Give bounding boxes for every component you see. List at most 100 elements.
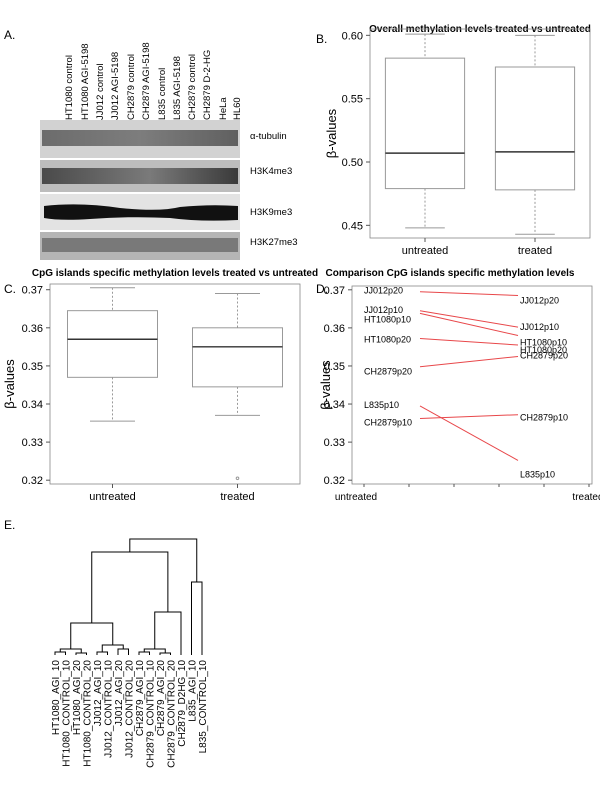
x-tick-label: untreated bbox=[89, 491, 135, 503]
plot-frame bbox=[49, 283, 301, 485]
leaf-label: CH2879_D2HG_10 bbox=[177, 660, 188, 747]
y-tick-label: 0.34 bbox=[22, 399, 43, 411]
chart-cpg-comparison: Comparison CpG islands specific methylat… bbox=[318, 268, 600, 503]
y-tick-label: 0.36 bbox=[324, 323, 345, 335]
lane-label: JJ012 control bbox=[95, 63, 106, 120]
panel-label-b: B. bbox=[316, 32, 328, 46]
chart-cpg-boxplot: CpG islands specific methylation levels … bbox=[2, 268, 318, 503]
panel-label-e: E. bbox=[4, 518, 16, 532]
lane-label: HL60 bbox=[232, 97, 243, 120]
band-label: H3K4me3 bbox=[250, 166, 293, 177]
y-tick-label: 0.33 bbox=[324, 437, 345, 449]
leaf-label: JJ012_AGI_20 bbox=[114, 660, 125, 727]
dendrogram-branch bbox=[191, 581, 203, 655]
x-tick-label: untreated bbox=[335, 492, 377, 503]
dendrogram-branch bbox=[75, 652, 87, 655]
series-label-right: JJ012p20 bbox=[520, 296, 559, 306]
lane-label: L835 control bbox=[157, 67, 168, 120]
y-tick-label: 0.60 bbox=[342, 30, 363, 42]
x-tick-label: treated bbox=[572, 492, 600, 503]
chart-overall-methylation: Overall methylation levels treated vs un… bbox=[324, 24, 591, 257]
leaf-label: HT1080_AGI_10 bbox=[51, 660, 62, 735]
chart-title: CpG islands specific methylation levels … bbox=[32, 268, 318, 279]
leaf-label: CH2879_AGI_20 bbox=[156, 660, 167, 737]
series-label-left: HT1080p10 bbox=[364, 314, 411, 324]
y-axis-label: β-values bbox=[318, 360, 333, 410]
series-line bbox=[419, 291, 519, 297]
y-tick-label: 0.32 bbox=[22, 475, 43, 487]
series-label-right: CH2879p10 bbox=[520, 413, 568, 423]
series-label-left: CH2879p10 bbox=[364, 418, 412, 428]
band-label: H3K9me3 bbox=[250, 207, 293, 218]
dendrogram-branch bbox=[159, 652, 171, 655]
lane-label: CH2879 D-2-HG bbox=[202, 49, 213, 120]
band-label: H3K27me3 bbox=[250, 237, 298, 248]
box bbox=[384, 57, 466, 190]
y-tick-label: 0.50 bbox=[342, 157, 363, 169]
y-axis-label: β-values bbox=[324, 108, 339, 158]
box bbox=[192, 327, 283, 388]
series-label-left: JJ012p10 bbox=[364, 305, 403, 315]
lane-label: HT1080 AGI-5198 bbox=[80, 43, 91, 120]
band-label: α-tubulin bbox=[250, 131, 287, 142]
leaf-label: L835_CONTROL_10 bbox=[198, 660, 209, 754]
y-tick-label: 0.34 bbox=[324, 399, 345, 411]
plot-frame bbox=[351, 285, 593, 485]
y-tick-label: 0.37 bbox=[22, 285, 43, 297]
lane-label: CH2879 AGI-5198 bbox=[141, 42, 152, 120]
x-tick-label: treated bbox=[220, 491, 254, 503]
leaf-label: CH2879_CONTROL_10 bbox=[146, 660, 157, 768]
dendrogram-branch bbox=[129, 538, 198, 582]
series-label-left: JJ012p20 bbox=[364, 286, 403, 296]
y-tick-label: 0.32 bbox=[324, 475, 345, 487]
chart-title: Overall methylation levels treated vs un… bbox=[369, 24, 591, 35]
series-line bbox=[419, 312, 519, 336]
lane-label: CH2879 control bbox=[187, 53, 198, 120]
lane-label: JJ012 AGI-5198 bbox=[110, 51, 121, 120]
y-tick-label: 0.37 bbox=[324, 285, 345, 297]
y-tick-label: 0.45 bbox=[342, 220, 363, 232]
series-line bbox=[419, 338, 519, 346]
series-label-right: L835p10 bbox=[520, 469, 555, 479]
y-tick-label: 0.35 bbox=[324, 361, 345, 373]
plot-frame bbox=[369, 28, 591, 239]
leaf-label: L835_AGI_10 bbox=[188, 660, 199, 722]
dendrogram-branch bbox=[96, 651, 108, 655]
y-tick-label: 0.36 bbox=[22, 323, 43, 335]
lane-label: L835 AGI-5198 bbox=[172, 56, 183, 120]
box bbox=[494, 66, 576, 191]
box bbox=[67, 310, 158, 378]
dendrogram-branch bbox=[138, 651, 150, 655]
series-line bbox=[419, 310, 519, 328]
leaf-label: HT1080_CONTROL_20 bbox=[83, 660, 94, 767]
series-label-right: HT1080p10 bbox=[520, 338, 567, 348]
leaf-label: HT1080_AGI_20 bbox=[72, 660, 83, 735]
x-tick-label: untreated bbox=[402, 245, 448, 257]
lane-label: HeLa bbox=[218, 97, 229, 120]
series-label-left: HT1080p20 bbox=[364, 335, 411, 345]
leaf-label: CH2879_AGI_10 bbox=[135, 660, 146, 737]
blot-image bbox=[40, 120, 240, 260]
lane-label: HT1080 control bbox=[64, 55, 75, 120]
leaf-label: JJ012_AGI_10 bbox=[93, 660, 104, 727]
leaf-label: HT1080_CONTROL_10 bbox=[62, 660, 73, 767]
series-line bbox=[419, 414, 519, 420]
panel-label-a: A. bbox=[4, 28, 16, 42]
outlier-point bbox=[235, 476, 240, 481]
lane-label: CH2879 control bbox=[126, 53, 137, 120]
panel-label-d: D. bbox=[316, 282, 328, 296]
series-line bbox=[419, 355, 519, 368]
leaf-label: JJ012_CONTROL_10 bbox=[104, 660, 115, 758]
dendrogram: HT1080_AGI_10 HT1080_CONTROL_10 HT1080_AGI… bbox=[51, 538, 209, 768]
series-line bbox=[419, 405, 519, 461]
series-label-left: CH2879p20 bbox=[364, 367, 412, 377]
y-tick-label: 0.55 bbox=[342, 94, 363, 106]
panel-label-c: C. bbox=[4, 282, 16, 296]
dendrogram-branch bbox=[117, 648, 129, 655]
series-label-right: HT1080p20 bbox=[520, 345, 567, 355]
y-tick-label: 0.33 bbox=[22, 437, 43, 449]
leaf-label: CH2879_CONTROL_20 bbox=[167, 660, 178, 768]
series-label-right: CH2879p20 bbox=[520, 350, 568, 360]
lane-labels: HT1080 control HT1080 AGI-5198 JJ012 con… bbox=[57, 28, 247, 120]
leaf-label: JJ012_CONTROL_20 bbox=[125, 660, 136, 758]
